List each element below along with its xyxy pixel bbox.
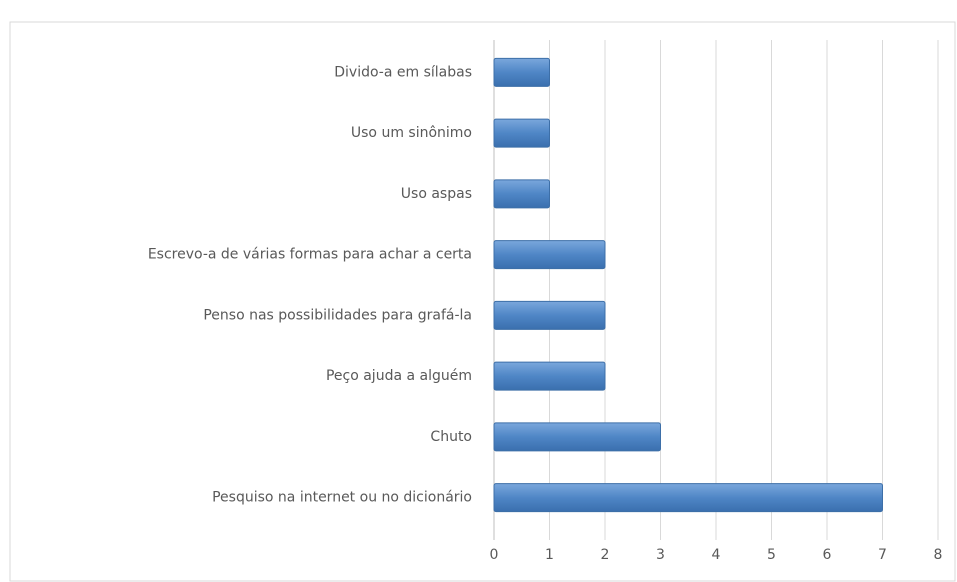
bar: [493, 240, 606, 270]
y-tick-label: Chuto: [430, 429, 472, 445]
x-tick-label: 6: [823, 547, 832, 563]
y-tick-label: Uso um sinônimo: [351, 125, 472, 141]
bar: [493, 483, 883, 513]
y-tick-label: Escrevo-a de várias formas para achar a …: [148, 247, 472, 263]
x-tick-label: 8: [934, 547, 943, 563]
bar: [493, 57, 550, 87]
x-tick-label: 5: [767, 547, 776, 563]
x-tick-label: 0: [490, 547, 499, 563]
bar: [493, 422, 661, 452]
bar: [493, 361, 606, 391]
y-tick-label: Peço ajuda a alguém: [326, 368, 472, 384]
bar: [493, 118, 550, 148]
y-tick-label: Divido-a em sílabas: [334, 64, 472, 80]
x-tick-label: 1: [545, 547, 554, 563]
x-tick-label: 3: [656, 547, 665, 563]
x-tick-label: 7: [878, 547, 887, 563]
x-tick-label: 4: [712, 547, 721, 563]
bar: [493, 300, 606, 330]
y-tick-label: Penso nas possibilidades para grafá-la: [203, 307, 472, 323]
y-tick-label: Pesquiso na internet ou no dicionário: [212, 490, 472, 506]
y-tick-label: Uso aspas: [401, 186, 472, 202]
x-tick-label: 2: [601, 547, 610, 563]
bar: [493, 179, 550, 209]
